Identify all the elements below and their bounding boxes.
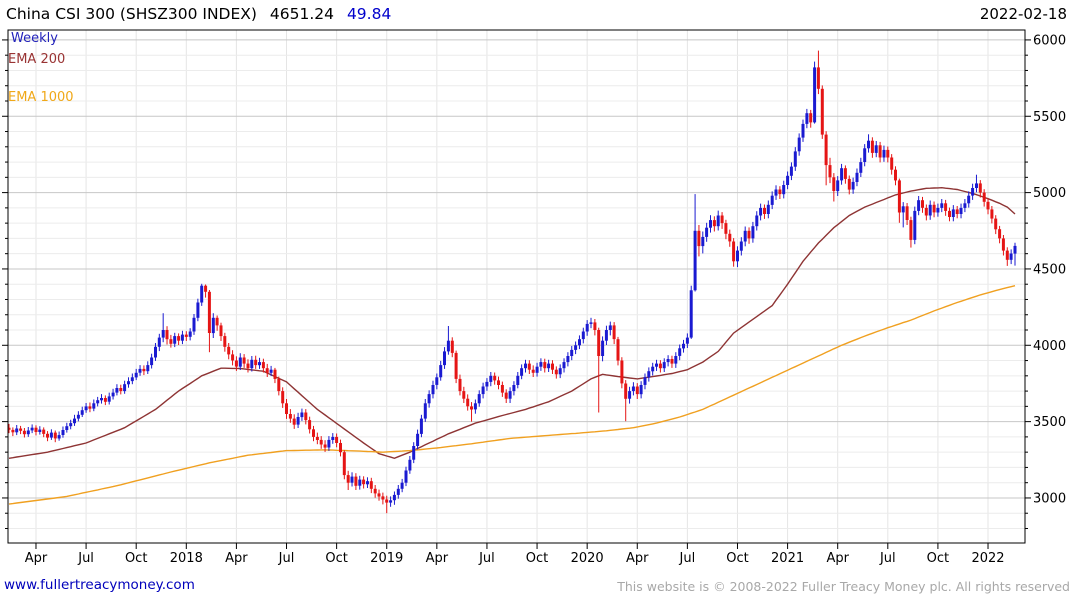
- svg-text:3500: 3500: [1033, 415, 1066, 430]
- svg-text:Jul: Jul: [278, 551, 295, 566]
- svg-text:2021: 2021: [771, 551, 804, 566]
- svg-text:6000: 6000: [1033, 33, 1066, 48]
- svg-text:4000: 4000: [1033, 339, 1066, 354]
- chart-date: 2022-02-18: [979, 5, 1067, 23]
- svg-text:Jul: Jul: [478, 551, 495, 566]
- svg-text:Oct: Oct: [927, 551, 949, 566]
- last-price: 4651.24: [269, 5, 334, 23]
- svg-text:2020: 2020: [571, 551, 604, 566]
- svg-text:Apr: Apr: [25, 551, 48, 566]
- svg-text:Oct: Oct: [726, 551, 748, 566]
- svg-text:2019: 2019: [370, 551, 403, 566]
- svg-text:5500: 5500: [1033, 110, 1066, 125]
- svg-text:Jul: Jul: [879, 551, 896, 566]
- svg-text:3000: 3000: [1033, 491, 1066, 506]
- svg-text:2018: 2018: [170, 551, 203, 566]
- price-change: 49.84: [346, 5, 392, 23]
- legend-weekly: Weekly: [11, 31, 58, 46]
- chart-title: China CSI 300 (SHSZ300 INDEX): [6, 5, 257, 23]
- svg-text:Jul: Jul: [77, 551, 94, 566]
- legend-ema1000: EMA 1000: [8, 90, 74, 105]
- svg-text:2022: 2022: [971, 551, 1004, 566]
- legend-ema200: EMA 200: [8, 52, 66, 67]
- price-chart[interactable]: 3000 3500 4000 4500 5000 5500 6000 Apr Jul Oct 201…: [0, 0, 1075, 572]
- svg-text:Apr: Apr: [626, 551, 649, 566]
- svg-text:Jul: Jul: [679, 551, 696, 566]
- svg-text:Apr: Apr: [225, 551, 248, 566]
- svg-text:Oct: Oct: [526, 551, 548, 566]
- svg-text:4500: 4500: [1033, 262, 1066, 277]
- title-bar: China CSI 300 (SHSZ300 INDEX) 4651.24 49…: [6, 5, 391, 23]
- svg-text:Apr: Apr: [826, 551, 849, 566]
- svg-text:Oct: Oct: [325, 551, 347, 566]
- site-link[interactable]: www.fullertreacymoney.com: [4, 577, 195, 593]
- svg-text:5000: 5000: [1033, 186, 1066, 201]
- svg-text:Oct: Oct: [125, 551, 147, 566]
- copyright-text: This website is © 2008-2022 Fuller Treac…: [617, 579, 1070, 594]
- svg-text:Apr: Apr: [426, 551, 449, 566]
